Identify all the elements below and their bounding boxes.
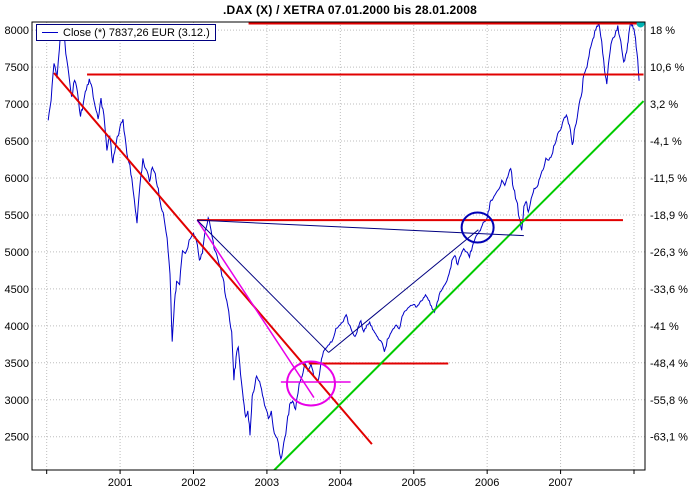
plot-border: [31, 21, 646, 471]
y-axis-label-left-5500: 5500: [5, 210, 29, 222]
y-axis-label-right-8000: 18 %: [650, 25, 675, 37]
y-axis-label-left-7500: 7500: [5, 62, 29, 74]
y-axis-label-right-5000: -26,3 %: [650, 247, 688, 259]
x-axis-label-2006: 2006: [475, 477, 499, 489]
blue-circle: [460, 211, 495, 244]
y-axis-label-left-6000: 6000: [5, 173, 29, 185]
y-axis-label-left-4500: 4500: [5, 284, 29, 296]
legend-label: Close (*) 7837,26 EUR (3.12.): [63, 26, 210, 39]
x-axis-label-2003: 2003: [255, 477, 279, 489]
y-axis-label-right-6500: -4,1 %: [650, 136, 682, 148]
y-axis-label-right-4000: -41 %: [650, 321, 679, 333]
y-axis-label-right-7500: 10,6 %: [650, 62, 684, 74]
legend: Close (*) 7837,26 EUR (3.12.): [36, 24, 216, 41]
y-axis-label-right-6000: -11,5 %: [650, 173, 687, 185]
chart-title: .DAX (X) / XETRA 07.01.2000 bis 28.01.20…: [222, 3, 478, 17]
x-axis-label-2001: 2001: [108, 477, 132, 489]
x-axis-label-2004: 2004: [328, 477, 352, 489]
y-axis-label-left-8000: 8000: [5, 25, 29, 37]
x-axis-label-2002: 2002: [181, 477, 205, 489]
overlay-rising-navy: [328, 229, 479, 353]
y-axis-label-right-4500: -33,6 %: [650, 284, 688, 296]
y-axis-label-right-5500: -18,9 %: [650, 210, 688, 222]
y-axis-label-left-4000: 4000: [5, 321, 29, 333]
x-axis-label-2005: 2005: [402, 477, 426, 489]
magenta-circle: [285, 360, 336, 407]
y-axis-label-left-7000: 7000: [5, 99, 29, 111]
overlay-fan-magenta: [196, 219, 315, 398]
overlay-downtrend-main: [53, 72, 373, 445]
overlay-uptrend-green: [272, 100, 645, 470]
overlay-neckline-navy: [197, 219, 524, 237]
y-axis-label-right-2500: -63,1 %: [650, 432, 688, 444]
y-axis-label-left-5000: 5000: [5, 247, 29, 259]
y-axis-label-right-3500: -48,4 %: [650, 358, 688, 370]
y-axis-label-right-7000: 3,2 %: [650, 99, 678, 111]
close-line-swatch: [42, 32, 58, 33]
data-layer: [47, 22, 645, 470]
overlay-fan-navy: [196, 219, 329, 353]
x-axis-label-2007: 2007: [548, 477, 572, 489]
price-line-close: [47, 22, 640, 461]
y-axis-label-left-3500: 3500: [5, 358, 29, 370]
y-axis-label-left-2500: 2500: [5, 432, 29, 444]
cyan-dot: [636, 22, 645, 28]
y-axis-label-left-3000: 3000: [5, 395, 29, 407]
y-axis-label-left-6500: 6500: [5, 136, 29, 148]
y-axis-label-right-3000: -55,8 %: [650, 395, 688, 407]
